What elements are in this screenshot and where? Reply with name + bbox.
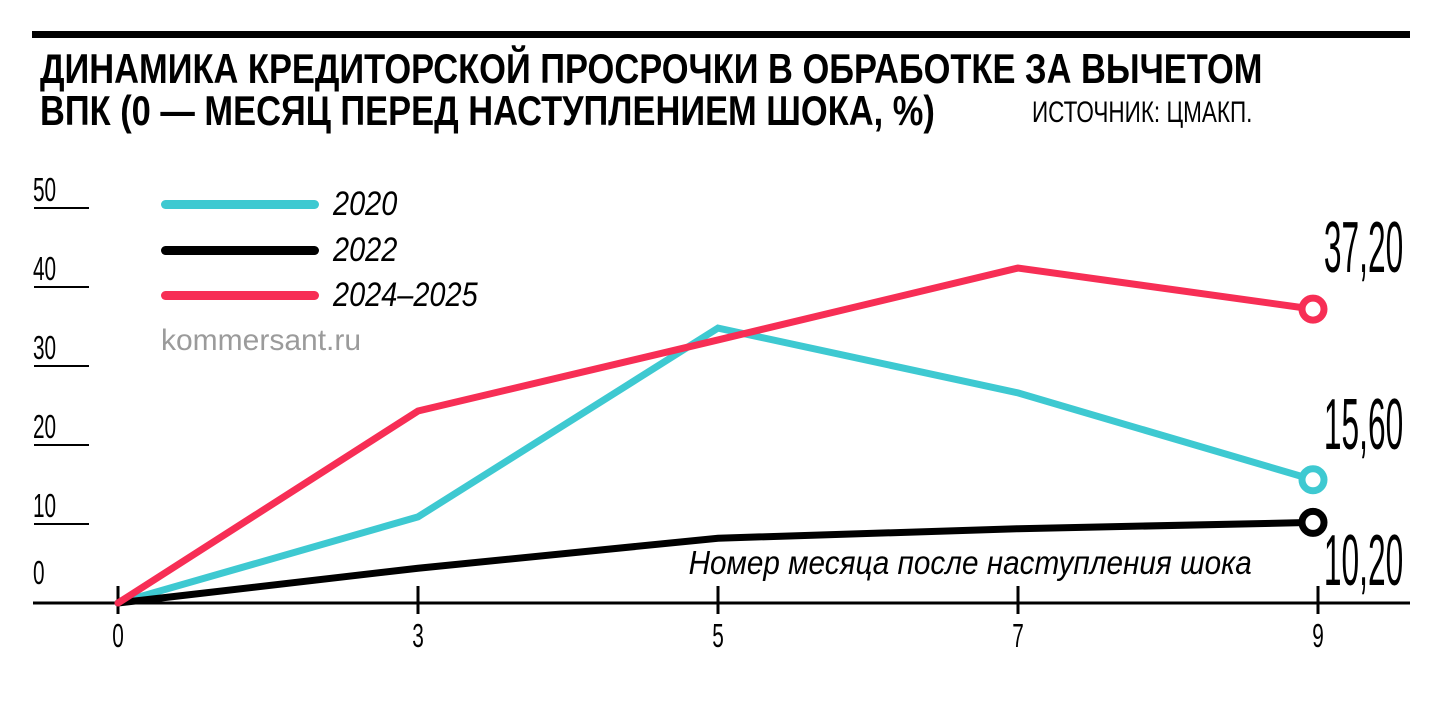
watermark: kommersant.ru xyxy=(161,324,362,357)
x-axis-label-7: 7 xyxy=(1012,617,1024,654)
series-endpoint-2020 xyxy=(1298,465,1328,495)
chart-title-line2: ВПК (0 — МЕСЯЦ ПЕРЕД НАСТУПЛЕНИЕМ ШОКА, … xyxy=(40,87,935,134)
end-value-label-2020: 15,60 xyxy=(1323,384,1403,465)
legend-label-2022: 2022 xyxy=(333,231,398,269)
legend-swatch-2024-2025 xyxy=(161,290,319,300)
series-line-2022 xyxy=(114,518,1317,607)
x-axis-title: Номер месяца после наступления шока xyxy=(688,544,1252,581)
x-axis-label-9: 9 xyxy=(1312,617,1324,654)
series-endpoint-2022 xyxy=(1298,507,1328,537)
x-axis-label-5: 5 xyxy=(712,617,724,654)
legend-swatch-2022 xyxy=(161,245,319,255)
chart-title-line1: ДИНАМИКА КРЕДИТОРСКОЙ ПРОСРОЧКИ В ОБРАБО… xyxy=(40,45,1263,92)
y-axis-label-30: 30 xyxy=(33,329,57,366)
x-axis-label-0: 0 xyxy=(112,617,124,654)
y-axis-label-40: 40 xyxy=(33,250,57,287)
series-line-2024–2025 xyxy=(114,264,1317,607)
legend-swatch-2020 xyxy=(161,199,319,209)
y-axis-label-50: 50 xyxy=(33,171,57,208)
series-line-2020 xyxy=(114,324,1317,607)
end-value-label-2024-2025: 37,20 xyxy=(1323,208,1403,289)
y-axis-label-20: 20 xyxy=(33,408,57,445)
series-endpoint-2024–2025 xyxy=(1298,294,1328,324)
y-axis-label-10: 10 xyxy=(33,487,57,524)
y-axis-label-0: 0 xyxy=(33,554,45,591)
legend-item-2022: 2022 xyxy=(161,232,409,268)
legend-label-2020: 2020 xyxy=(333,185,398,223)
legend-item-2024-2025: 2024–2025 xyxy=(161,277,503,313)
end-value-label-2022: 10,20 xyxy=(1323,521,1403,602)
x-axis-label-3: 3 xyxy=(412,617,424,654)
legend-label-2024-2025: 2024–2025 xyxy=(333,276,478,314)
source-label: ИСТОЧНИК: ЦМАКП. xyxy=(1032,96,1253,129)
legend-item-2020: 2020 xyxy=(161,186,409,222)
top-rule xyxy=(32,31,1410,38)
